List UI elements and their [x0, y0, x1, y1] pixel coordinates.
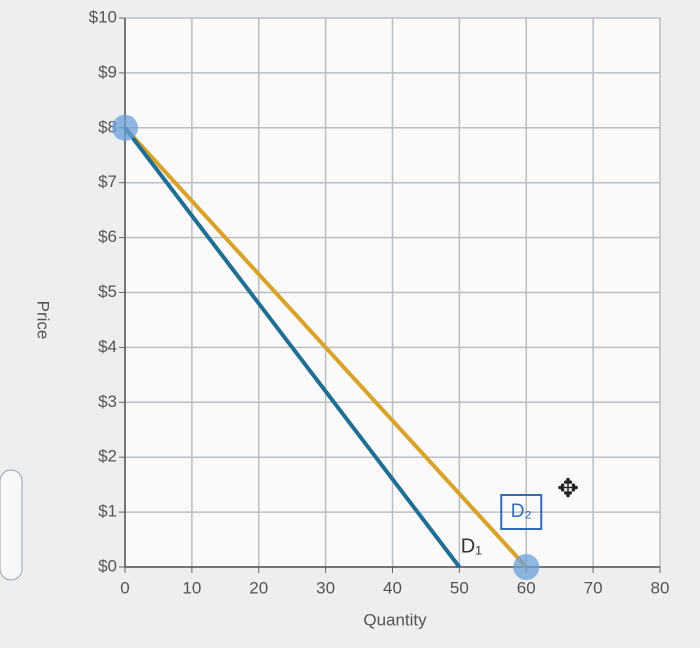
y-tick-label: $5: [98, 282, 117, 301]
x-tick-label: 0: [120, 578, 129, 597]
y-tick-label: $0: [98, 556, 117, 575]
x-tick-label: 60: [517, 578, 536, 597]
y-tick-label: $8: [98, 117, 117, 136]
series-line: [123, 126, 528, 569]
y-tick-label: $2: [98, 447, 117, 466]
x-tick-label: 40: [383, 578, 402, 597]
y-tick-label: $10: [89, 7, 117, 26]
x-tick-label: 50: [450, 578, 469, 597]
x-tick-label: 10: [182, 578, 201, 597]
y-tick-label: $3: [98, 392, 117, 411]
x-axis-label: Quantity: [363, 610, 427, 629]
side-handle[interactable]: [0, 469, 23, 581]
y-tick-label: $7: [98, 172, 117, 191]
series-label: D₁: [461, 535, 482, 557]
x-tick-label: 20: [249, 578, 268, 597]
x-tick-label: 70: [584, 578, 603, 597]
x-tick-label: 30: [316, 578, 335, 597]
x-tick-label: 80: [651, 578, 670, 597]
drag-point[interactable]: [112, 114, 138, 141]
series-line: [123, 126, 461, 569]
series-label: D₂: [511, 501, 532, 522]
y-tick-label: $4: [98, 337, 117, 356]
label-box: [500, 494, 543, 530]
y-tick-label: $9: [98, 62, 117, 81]
y-tick-label: $1: [98, 502, 117, 521]
y-axis-label: Price: [34, 301, 53, 340]
y-tick-label: $6: [98, 227, 117, 246]
move-icon: ✥: [557, 473, 579, 503]
drag-point[interactable]: [513, 554, 540, 580]
